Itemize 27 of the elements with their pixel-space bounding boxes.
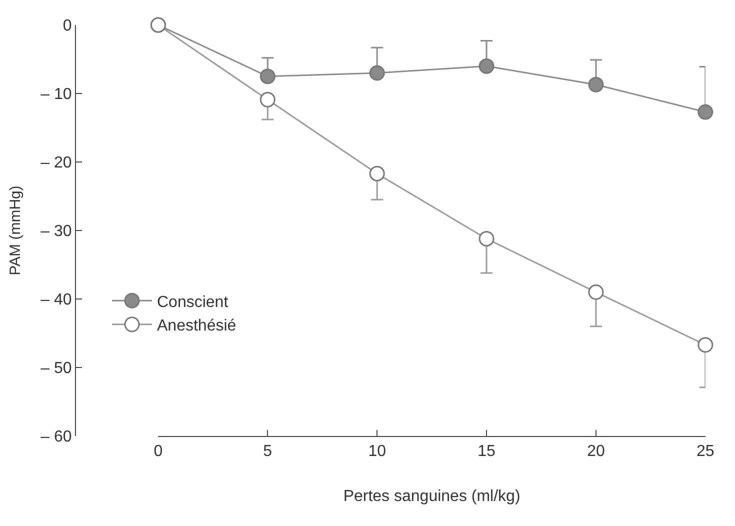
point xyxy=(369,65,385,81)
x-tick-label: 10 xyxy=(368,443,386,460)
y-tick-label: – 10 xyxy=(40,86,72,104)
point xyxy=(698,104,714,120)
y-tick-label: – 40 xyxy=(40,292,72,309)
x-tick-label: 25 xyxy=(696,443,714,460)
point xyxy=(369,166,385,182)
y-tick-label: 0 xyxy=(62,18,72,35)
y-tick-label: – 50 xyxy=(40,360,72,378)
x-tick-label: 15 xyxy=(478,443,496,460)
legend-label: Conscient xyxy=(157,294,229,311)
point xyxy=(478,230,494,246)
y-axis-title: PAM (mmHg) xyxy=(6,186,24,276)
point xyxy=(588,284,604,300)
x-tick-label: 20 xyxy=(587,443,605,460)
point xyxy=(588,76,604,92)
x-axis-title: Pertes sanguines (ml/kg) xyxy=(343,488,520,505)
point xyxy=(698,337,714,353)
y-tick-label: – 60 xyxy=(40,428,72,446)
x-tick-label: 5 xyxy=(263,443,272,460)
point xyxy=(260,92,276,108)
y-tick-label: – 30 xyxy=(40,223,72,240)
y-tick-label: – 20 xyxy=(40,154,72,172)
point xyxy=(478,58,494,74)
point xyxy=(260,68,276,84)
legend-label: Anesthésié xyxy=(157,318,236,335)
x-tick-label: 0 xyxy=(154,443,163,460)
